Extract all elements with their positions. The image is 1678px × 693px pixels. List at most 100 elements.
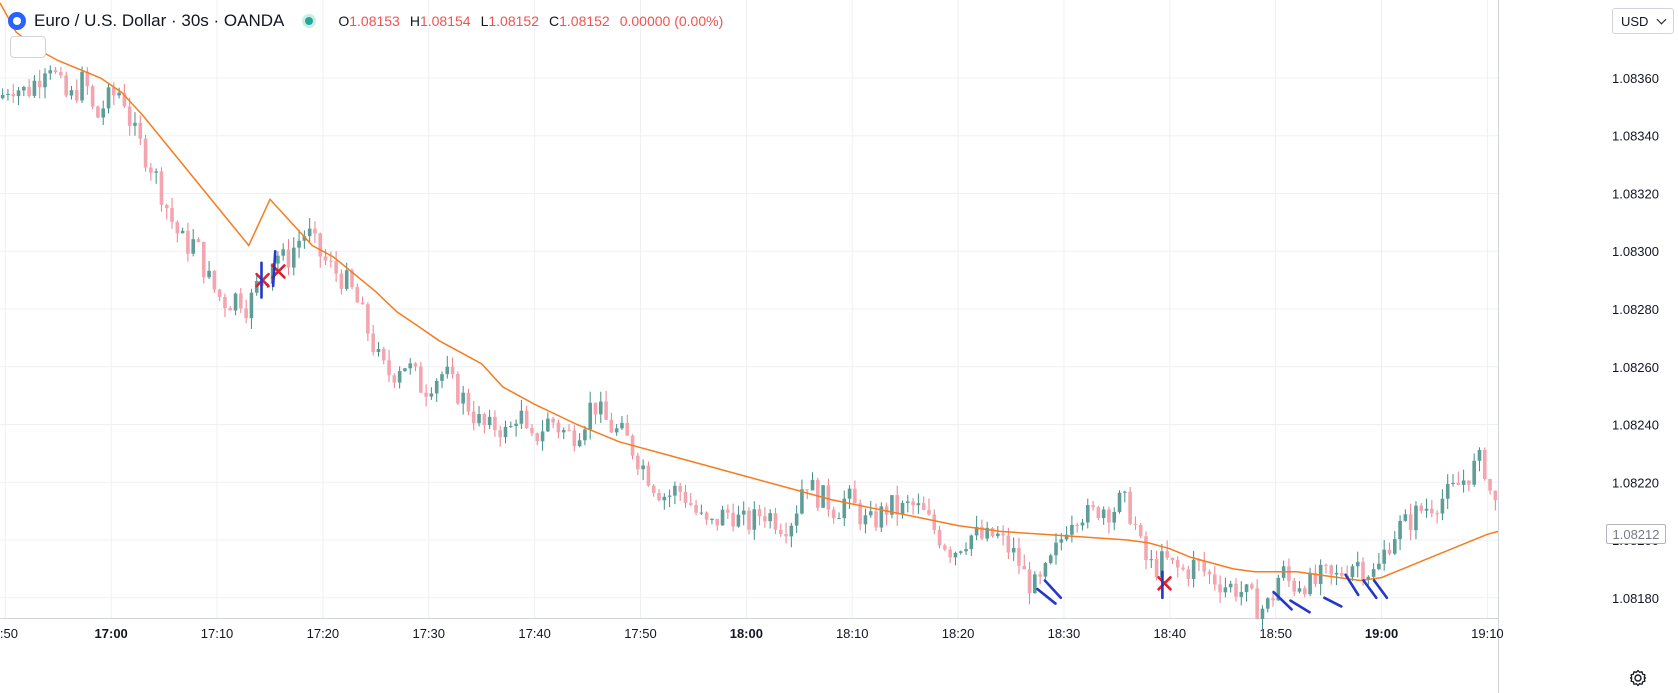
candle-up [1297, 588, 1302, 592]
time-tick-label: 19:00 [1365, 626, 1398, 641]
candle-down [1165, 551, 1169, 558]
candle-down [1408, 514, 1413, 531]
ohlc-open: O1.08153 [338, 13, 400, 29]
candle-up [344, 270, 349, 289]
candle-down [1154, 559, 1159, 578]
candle-down [212, 270, 217, 290]
candle-down [323, 256, 328, 261]
candle-up [48, 70, 53, 74]
candle-up [291, 247, 296, 268]
candle-down [175, 222, 180, 234]
candles [0, 65, 1498, 631]
candle-up [863, 515, 868, 525]
candle-down [217, 289, 222, 298]
ohlc-low-label: L [480, 13, 489, 29]
candle-up [720, 509, 725, 526]
candle-down [498, 430, 503, 438]
candle-down [694, 504, 698, 513]
candle-down [704, 512, 709, 520]
candle-up [1223, 587, 1228, 593]
candle-down [37, 80, 42, 88]
candle-down [1038, 574, 1042, 577]
candle-up [307, 228, 312, 237]
candle-down [138, 122, 143, 139]
candle-down [1287, 566, 1291, 581]
candle-down [551, 418, 555, 423]
legend-collapse-button[interactable] [10, 36, 46, 58]
candle-up [641, 465, 645, 470]
candle-down [318, 233, 323, 257]
candle-up [842, 498, 847, 519]
candle-down [932, 514, 937, 530]
candle-down [1419, 505, 1424, 511]
candle-up [736, 514, 741, 527]
candle-down [1186, 569, 1191, 579]
time-tick-label: 18:20 [942, 626, 975, 641]
candle-down [943, 545, 947, 550]
eur-usd-symbol-icon[interactable] [8, 12, 26, 30]
candle-up [16, 90, 21, 97]
candle-down [1435, 513, 1439, 515]
candle-down [678, 485, 682, 492]
ohlc-close: C1.08152 [549, 13, 610, 29]
candle-up [1440, 498, 1445, 514]
candle-up [1011, 547, 1016, 553]
candle-down [355, 287, 360, 303]
candle-down [1107, 509, 1111, 523]
candle-down [1006, 535, 1011, 553]
candle-down [59, 72, 63, 76]
candle-up [995, 533, 1000, 537]
price-tick-label: 1.08360 [1612, 71, 1659, 86]
candle-up [101, 108, 106, 118]
candle-down [244, 308, 248, 319]
time-tick-label: 18:30 [1048, 626, 1081, 641]
candle-down [1001, 533, 1005, 536]
candle-down [927, 509, 931, 515]
candle-up [583, 429, 587, 441]
candle-up [69, 90, 74, 96]
candle-up [1398, 520, 1402, 540]
candle-up [1239, 592, 1244, 597]
candle-down [763, 516, 767, 522]
candle-down [1207, 571, 1212, 575]
symbol-title[interactable]: Euro / U.S. Dollar · 30s · OANDA [34, 11, 285, 30]
candle-down [74, 90, 79, 101]
price-tick-label: 1.08280 [1612, 302, 1659, 317]
candle-down [1234, 583, 1238, 597]
candle-up [32, 80, 37, 96]
candle-down [223, 297, 227, 309]
candle-up [297, 240, 301, 248]
candle-down [456, 373, 460, 404]
candle-up [80, 71, 84, 101]
candle-up [1112, 511, 1117, 523]
candle-up [509, 425, 513, 427]
candle-down [1144, 536, 1148, 560]
candle-down [53, 70, 58, 73]
candle-up [1403, 514, 1408, 521]
candle-down [1430, 508, 1434, 514]
candle-down [149, 167, 153, 173]
candle-down [313, 228, 317, 234]
gear-icon[interactable] [1628, 668, 1648, 688]
currency-select[interactable]: USD [1612, 8, 1674, 34]
candle-up [1054, 542, 1058, 556]
candle-down [1271, 598, 1275, 601]
candle-up [974, 526, 979, 536]
candle-up [964, 549, 968, 552]
candle-down [715, 518, 720, 526]
candle-down [874, 511, 878, 528]
candle-down [1482, 450, 1487, 479]
candle-up [1445, 483, 1450, 499]
candle-down [1324, 564, 1328, 566]
candle-up [662, 496, 667, 501]
candle-down [329, 260, 333, 262]
candle-up [953, 552, 958, 558]
blue-stroke-marker [1344, 573, 1360, 597]
blue-stroke-marker [1289, 599, 1311, 614]
candle-up [900, 502, 905, 515]
ohlc-high: H1.08154 [410, 13, 471, 29]
ohlc-close-label: C [548, 13, 560, 29]
candle-down [784, 534, 788, 537]
candle-down [726, 509, 730, 513]
